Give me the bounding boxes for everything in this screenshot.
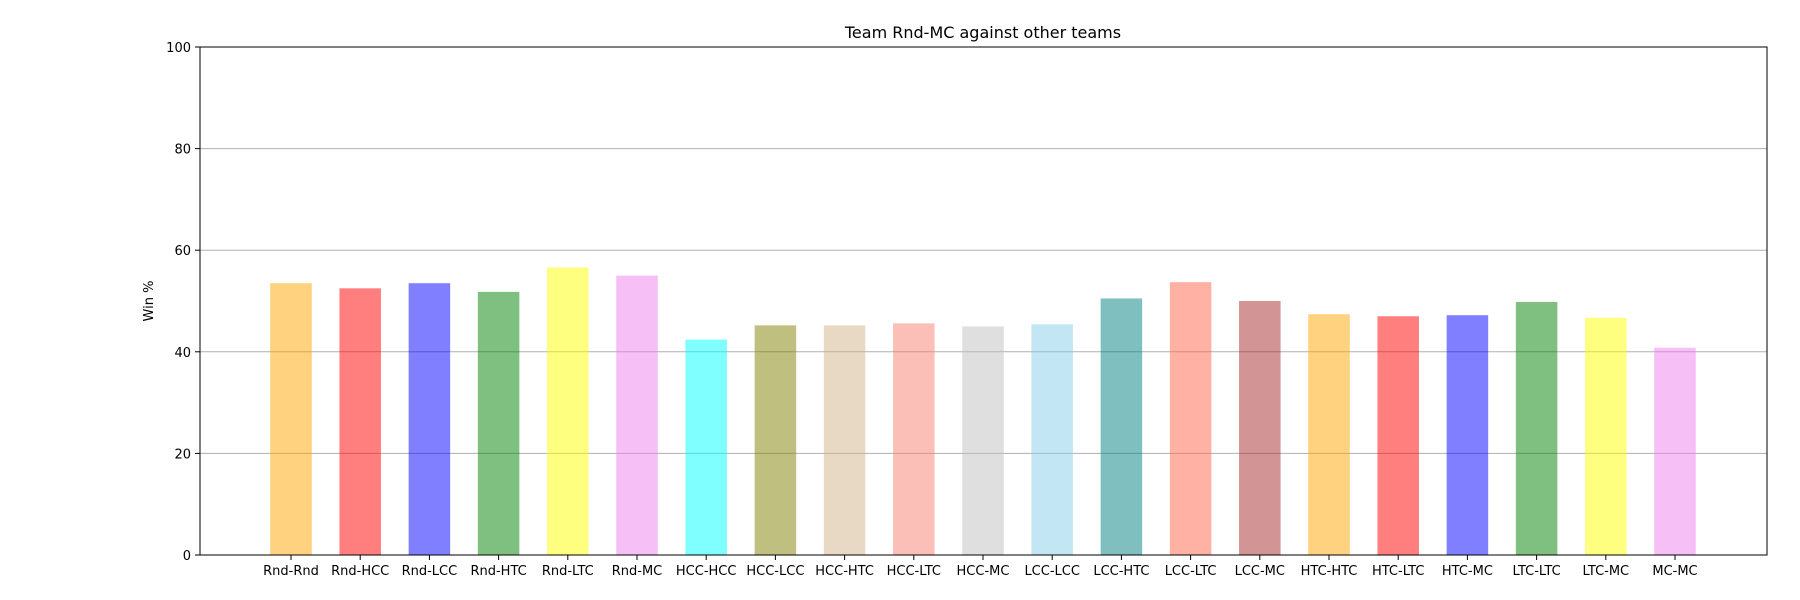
y-tick-label: 60	[174, 244, 191, 259]
bar-lcc-mc	[1239, 301, 1281, 555]
x-axis-ticks: Rnd-Rnd Rnd-HCC Rnd-LCC Rnd-HTC Rnd-LTC Rnd-M…	[263, 555, 1698, 579]
y-axis-ticks: 0 20 40 60 80 100	[166, 41, 200, 564]
bar-hcc-hcc	[685, 339, 727, 555]
bar-htc-mc	[1446, 315, 1489, 555]
bar-ltc-mc	[1585, 317, 1627, 555]
y-tick-label: 100	[166, 41, 191, 56]
bar-mc-mc	[1654, 347, 1696, 555]
x-tick-label: HTC-MC	[1442, 564, 1493, 579]
y-axis-label: Win %	[142, 281, 157, 322]
bar-hcc-lcc	[754, 325, 797, 555]
bar-hcc-ltc	[893, 323, 935, 555]
x-tick-label: HCC-HCC	[676, 564, 737, 579]
x-tick-label: Rnd-LTC	[542, 564, 594, 579]
x-tick-label: HCC-MC	[957, 564, 1010, 579]
x-tick-label: LCC-LTC	[1165, 564, 1217, 579]
x-tick-label: LCC-MC	[1235, 564, 1285, 579]
bar-htc-ltc	[1377, 316, 1419, 555]
x-tick-label: HCC-LTC	[887, 564, 941, 579]
bar-lcc-ltc	[1169, 282, 1212, 555]
bars	[270, 267, 1696, 555]
x-tick-label: HTC-HTC	[1301, 564, 1358, 579]
bar-lcc-lcc	[1031, 324, 1073, 555]
x-tick-label: HCC-HTC	[815, 564, 874, 579]
x-tick-label: HTC-LTC	[1372, 564, 1424, 579]
bar-rnd-htc	[477, 291, 520, 555]
y-tick-label: 40	[174, 346, 191, 361]
x-tick-label: Rnd-HTC	[470, 564, 526, 579]
x-tick-label: Rnd-Rnd	[263, 564, 319, 579]
y-tick-label: 80	[174, 143, 191, 158]
x-tick-label: LCC-LCC	[1024, 564, 1080, 579]
x-tick-label: LTC-LTC	[1513, 564, 1561, 579]
y-tick-label: 20	[174, 447, 191, 462]
bar-rnd-ltc	[547, 267, 589, 555]
bar-lcc-htc	[1100, 298, 1143, 555]
bar-ltc-ltc	[1515, 302, 1558, 555]
x-tick-label: MC-MC	[1652, 564, 1697, 579]
x-tick-label: Rnd-MC	[612, 564, 663, 579]
x-tick-label: LCC-HTC	[1093, 564, 1149, 579]
bar-rnd-mc	[616, 275, 658, 555]
bar-hcc-htc	[823, 325, 866, 555]
bar-rnd-hcc	[339, 288, 381, 555]
bar-hcc-mc	[962, 326, 1004, 555]
y-tick-label: 0	[183, 549, 191, 564]
bar-rnd-rnd	[270, 283, 312, 555]
x-tick-label: LTC-MC	[1582, 564, 1629, 579]
x-tick-label: Rnd-HCC	[331, 564, 389, 579]
bar-rnd-lcc	[408, 283, 451, 555]
bar-htc-htc	[1308, 314, 1350, 555]
x-tick-label: HCC-LCC	[746, 564, 804, 579]
x-tick-label: Rnd-LCC	[402, 564, 458, 579]
chart-title: Team Rnd-MC against other teams	[844, 23, 1121, 42]
